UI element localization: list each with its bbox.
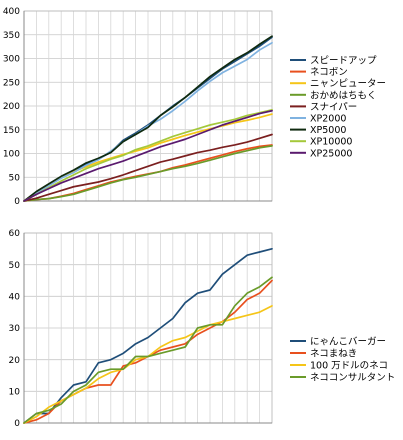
chart1-series-line-0: [23, 247, 273, 424]
chart0-y-tick-label: 50: [9, 173, 21, 183]
chart0-series-line-4: [23, 133, 273, 202]
chart1-series-line-3: [23, 276, 273, 424]
chart0-y-tick-label: 250: [3, 78, 20, 88]
chart0-y-tick-label: 100: [3, 150, 20, 160]
chart1-y-tick-label: 30: [9, 324, 21, 334]
chart1-y-tick-label: 40: [9, 293, 21, 303]
chart0-series-line-8: [23, 109, 273, 202]
chart1-legend-label-3: ネココンサルタント: [310, 373, 395, 384]
chart0-series-line-6: [23, 35, 273, 202]
chart0-legend-label-6: XP5000: [310, 125, 346, 136]
chart0-legend-label-2: ニャンピューター: [310, 79, 386, 90]
chart1-y-tick-label: 20: [9, 356, 21, 366]
chart1-legend-label-1: ネコまねき: [310, 349, 357, 360]
chart0-y-tick-label: 400: [3, 7, 20, 17]
chart1-legend-label-0: にゃんこバーガー: [310, 337, 386, 348]
chart0-series-line-3: [23, 145, 273, 202]
chart0-y-tick-label: 300: [3, 55, 20, 65]
chart1-legend-label-2: 100 万ドルのネコ: [310, 361, 388, 372]
chart0-legend-label-3: おかめはちもく: [310, 90, 377, 101]
chart0-series-line-5: [23, 41, 273, 202]
chart0-legend-label-5: XP2000: [310, 114, 346, 125]
chart0-legend-label-7: XP10000: [310, 137, 352, 148]
chart0-legend-label-8: XP25000: [310, 148, 352, 159]
chart1-y-tick-label: 10: [9, 388, 21, 398]
chart0-legend-label-0: スピードアップ: [310, 56, 377, 67]
chart0-series-line-2: [23, 113, 273, 202]
chart0-y-tick-label: 0: [14, 197, 20, 207]
chart0-legend-label-4: スナイパー: [310, 102, 357, 113]
chart1-y-tick-label: 50: [9, 261, 21, 271]
chart0-y-tick-label: 200: [3, 102, 20, 112]
chart1-y-tick-label: 0: [14, 419, 20, 429]
chart0-series-line-7: [23, 108, 273, 202]
chart1-y-tick-label: 60: [9, 229, 21, 239]
chart0-legend-label-1: ネコボン: [310, 67, 348, 78]
chart0-y-tick-label: 150: [3, 126, 20, 136]
chart0-y-tick-label: 350: [3, 31, 20, 41]
